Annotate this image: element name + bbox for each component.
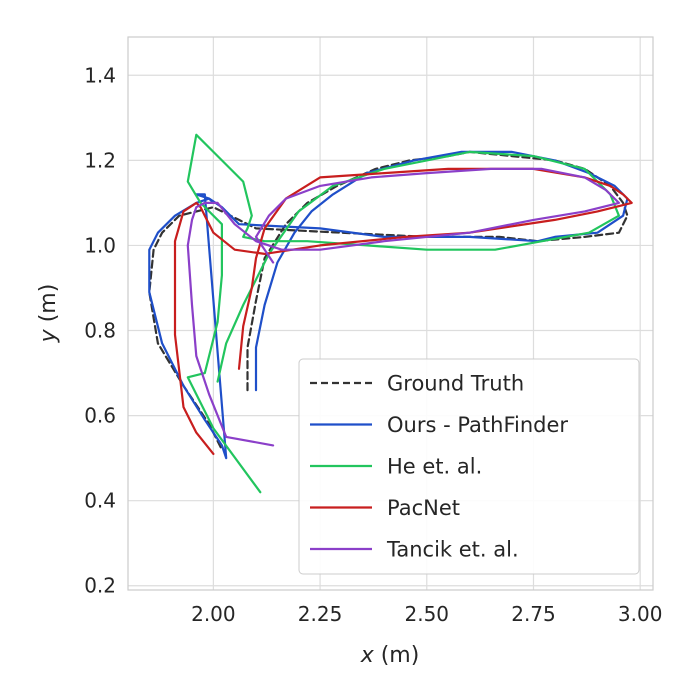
y-tick-label: 0.2	[84, 574, 116, 598]
legend-box	[298, 358, 640, 575]
x-axis-label-unit: (m)	[374, 643, 420, 668]
y-tick-labels: 0.2 0.4 0.6 0.8 1.0 1.2 1.4	[84, 63, 116, 597]
legend-label: Tancik et. al.	[386, 538, 519, 562]
y-axis-label: y (m)	[36, 284, 61, 344]
x-tick-label: 3.00	[618, 602, 663, 626]
legend-label: He et. al.	[387, 455, 482, 479]
y-axis-label-unit: (m)	[36, 284, 61, 330]
y-axis-label-var: y	[36, 328, 61, 343]
x-axis-label: x (m)	[360, 643, 420, 668]
x-tick-label: 2.75	[511, 602, 556, 626]
y-tick-label: 0.4	[84, 489, 116, 513]
y-tick-label: 1.4	[84, 63, 116, 87]
plot-frame	[127, 36, 654, 591]
x-tick-label: 2.00	[191, 602, 236, 626]
legend-label: PacNet	[387, 496, 460, 520]
x-tick-labels: 2.00 2.25 2.50 2.75 3.00	[191, 602, 662, 626]
y-tick-label: 0.6	[84, 404, 116, 428]
legend: Ground Truth Ours - PathFinder He et. al. P…	[298, 358, 640, 575]
legend-label: Ground Truth	[387, 372, 524, 396]
series-layer	[148, 133, 633, 494]
y-tick-label: 0.8	[84, 319, 116, 343]
x-tick-label: 2.50	[405, 602, 450, 626]
x-tick-label: 2.25	[298, 602, 343, 626]
y-tick-label: 1.2	[84, 148, 116, 172]
series-line-tancik-et-al	[186, 167, 621, 447]
y-tick-label: 1.0	[84, 233, 116, 257]
legend-label: Ours - PathFinder	[387, 413, 568, 437]
x-axis-label-var: x	[360, 643, 375, 668]
